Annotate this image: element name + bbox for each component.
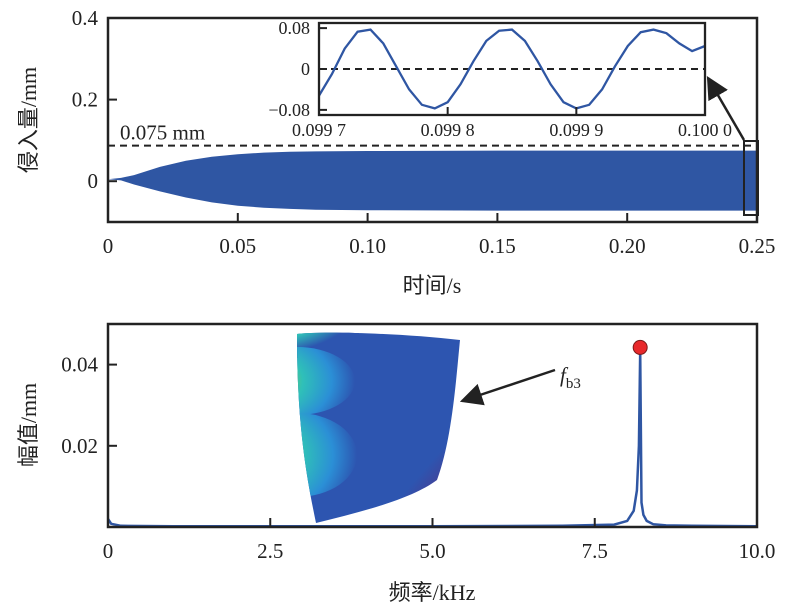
inset-y-ticks: −0.08 0 0.08 (268, 18, 327, 120)
x-tick-label: 2.5 (257, 539, 283, 563)
x-tick-label: 0 (103, 234, 114, 258)
x-tick-label: 0.25 (739, 234, 776, 258)
y-tick-label: 0.02 (61, 434, 98, 458)
inset-signal-line (318, 28, 706, 110)
y-axis-label: 幅值/mm (16, 383, 41, 467)
inset-x-tick-label: 0.099 7 (292, 120, 346, 140)
mode-shape-image (297, 332, 460, 523)
x-tick-label: 0.15 (479, 234, 516, 258)
x-tick-label: 0.10 (349, 234, 386, 258)
inset-zoom-plot: 0.099 7 0.099 8 0.099 9 0.100 0 −0.08 0 0.08 (268, 18, 732, 140)
y-tick-label: 0 (88, 169, 99, 193)
y-tick-label: 0.04 (61, 353, 98, 377)
mode-hotspot-lower (297, 413, 357, 497)
x-tick-label: 5.0 (419, 539, 445, 563)
reference-line-label: 0.075 mm (120, 121, 205, 145)
x-axis-ticks: 0 2.5 5.0 7.5 10.0 (103, 518, 776, 563)
peak-marker (632, 339, 648, 355)
x-axis-label: 时间/s (403, 273, 462, 298)
mode-hotspot-middle (297, 347, 355, 415)
inset-x-tick-label: 0.099 9 (549, 120, 603, 140)
inset-x-tick-label: 0.099 8 (421, 120, 475, 140)
envelope-area (108, 150, 757, 211)
x-tick-label: 7.5 (582, 539, 608, 563)
frequency-domain-panel: fb3 0 2.5 5.0 7.5 10.0 0.02 0.04 频率/kHz 幅值/mm (16, 322, 776, 605)
y-axis-ticks: 0.02 0.04 (61, 353, 117, 458)
y-axis-ticks: 0 0.2 0.4 (72, 6, 117, 193)
x-axis-label: 频率/kHz (389, 580, 476, 605)
x-tick-label: 0.20 (609, 234, 646, 258)
fb3-label-main: f (560, 363, 569, 387)
y-axis-label: 侵入量/mm (16, 67, 41, 173)
y-tick-label: 0.2 (72, 88, 98, 112)
zoom-highlight-box (743, 140, 759, 216)
inset-x-ticks: 0.099 7 0.099 8 0.099 9 0.100 0 (292, 107, 732, 140)
plot-frame (106, 16, 759, 224)
time-domain-panel: 0.075 mm 0 0.05 0.10 0.15 0.20 0.25 0 0.2 0.4 时… (16, 6, 775, 298)
displacement-envelope (108, 150, 757, 211)
x-axis-ticks: 0 0.05 0.10 0.15 0.20 0.25 (103, 213, 776, 258)
fb3-arrow (459, 368, 556, 406)
x-tick-label: 0 (103, 539, 114, 563)
y-tick-label: 0.4 (72, 6, 99, 30)
x-tick-label: 10.0 (739, 539, 776, 563)
inset-y-tick-label: 0.08 (279, 18, 311, 38)
x-tick-label: 0.05 (219, 234, 256, 258)
mode-hotspot-top (297, 332, 359, 358)
inset-y-tick-label: −0.08 (268, 100, 310, 120)
fb3-label-sub: b3 (566, 376, 581, 392)
zoom-arrow (706, 76, 746, 141)
inset-y-tick-label: 0 (301, 59, 310, 79)
inset-x-tick-label: 0.100 0 (678, 120, 732, 140)
fb3-label: fb3 (560, 363, 581, 392)
